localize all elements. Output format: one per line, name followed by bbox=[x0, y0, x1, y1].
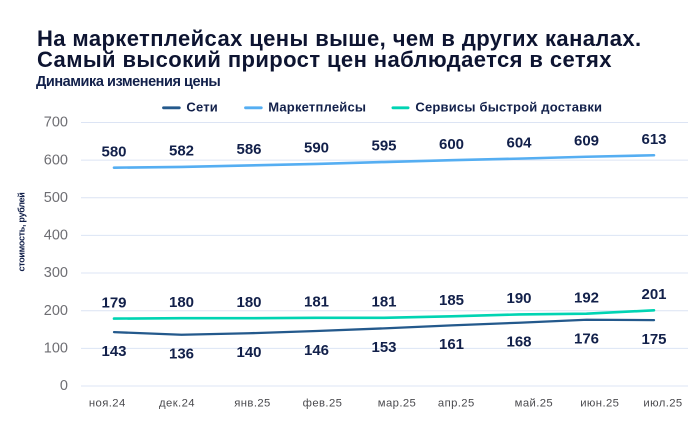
svg-text:200: 200 bbox=[44, 303, 68, 319]
svg-text:146: 146 bbox=[304, 342, 329, 359]
svg-text:185: 185 bbox=[439, 292, 464, 309]
svg-text:604: 604 bbox=[506, 134, 532, 151]
svg-text:595: 595 bbox=[371, 138, 396, 155]
svg-text:янв.25: янв.25 bbox=[234, 398, 270, 410]
svg-text:613: 613 bbox=[641, 131, 666, 148]
svg-text:600: 600 bbox=[439, 136, 464, 153]
svg-text:190: 190 bbox=[506, 290, 531, 307]
svg-text:400: 400 bbox=[44, 228, 68, 244]
svg-text:582: 582 bbox=[169, 143, 194, 160]
svg-text:июн.25: июн.25 bbox=[580, 398, 619, 410]
svg-text:609: 609 bbox=[574, 132, 599, 149]
svg-text:мар.25: мар.25 bbox=[378, 398, 416, 410]
svg-text:июл.25: июл.25 bbox=[643, 398, 682, 410]
svg-text:176: 176 bbox=[574, 331, 599, 348]
svg-text:Маркетплейсы: Маркетплейсы bbox=[268, 100, 366, 115]
svg-text:181: 181 bbox=[371, 294, 396, 311]
svg-text:580: 580 bbox=[101, 143, 126, 160]
svg-text:136: 136 bbox=[169, 346, 194, 363]
svg-text:Сервисы быстрой доставки: Сервисы быстрой доставки bbox=[415, 100, 602, 115]
svg-text:161: 161 bbox=[439, 336, 464, 353]
svg-text:100: 100 bbox=[44, 341, 68, 357]
svg-text:апр.25: апр.25 bbox=[438, 398, 475, 410]
svg-text:153: 153 bbox=[371, 339, 396, 356]
svg-text:Сети: Сети bbox=[186, 100, 218, 115]
svg-text:181: 181 bbox=[304, 294, 329, 311]
svg-text:168: 168 bbox=[506, 334, 531, 351]
svg-text:600: 600 bbox=[44, 152, 68, 168]
svg-text:179: 179 bbox=[101, 294, 126, 311]
svg-text:192: 192 bbox=[574, 289, 599, 306]
svg-text:201: 201 bbox=[641, 286, 666, 303]
svg-text:500: 500 bbox=[44, 190, 68, 206]
svg-text:ноя.24: ноя.24 bbox=[89, 398, 126, 410]
svg-text:140: 140 bbox=[236, 344, 261, 361]
svg-text:180: 180 bbox=[236, 294, 261, 311]
svg-text:143: 143 bbox=[101, 343, 126, 360]
svg-text:590: 590 bbox=[304, 140, 329, 157]
svg-text:175: 175 bbox=[641, 331, 666, 348]
svg-text:0: 0 bbox=[60, 378, 68, 394]
svg-text:586: 586 bbox=[236, 141, 261, 158]
svg-text:дек.24: дек.24 bbox=[159, 398, 195, 410]
svg-text:300: 300 bbox=[44, 265, 68, 281]
svg-text:май.25: май.25 bbox=[515, 398, 553, 410]
svg-text:фев.25: фев.25 bbox=[303, 398, 343, 410]
svg-text:стоимость, рублей: стоимость, рублей bbox=[17, 193, 27, 272]
svg-text:700: 700 bbox=[44, 115, 68, 131]
svg-text:180: 180 bbox=[169, 294, 194, 311]
